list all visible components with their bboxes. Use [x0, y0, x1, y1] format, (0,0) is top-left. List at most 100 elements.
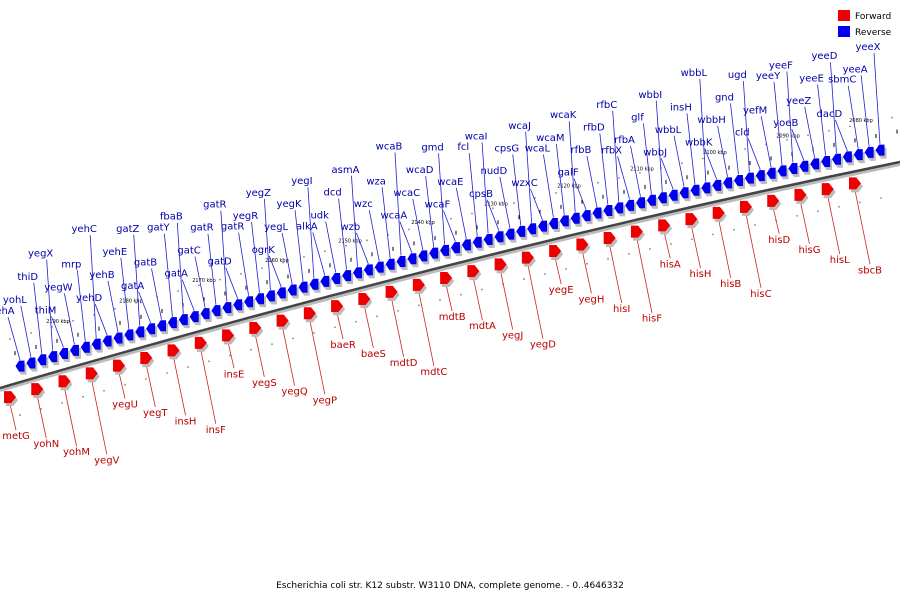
gene-mdtb-16 [440, 271, 455, 287]
leader-dacd [834, 119, 848, 152]
leader-wbbl [673, 135, 685, 187]
legend-label-forward: Forward [855, 12, 891, 22]
coord-dot [796, 214, 798, 217]
leader-yegz [263, 198, 271, 290]
leader-mrp [76, 270, 86, 342]
coord-dot [723, 152, 725, 155]
leader-yeha [7, 317, 21, 361]
gene-label-yegh: yegH [578, 295, 604, 306]
leader-wbbk [704, 148, 718, 180]
gene-label-wbbi: wbbI [638, 90, 662, 101]
gene-wcaf-40 [450, 242, 462, 257]
coord-dot [345, 244, 347, 247]
coord-dot [303, 255, 305, 258]
leader-gnd [730, 103, 739, 175]
gene-hisa-24 [658, 219, 673, 235]
gene-label-wcad: wcaD [406, 165, 434, 176]
gene-label-wbbh: wbbH [697, 115, 725, 126]
legend-label-reverse: Reverse [855, 28, 892, 38]
leader-yehe [120, 257, 130, 329]
leader-thim [51, 316, 64, 348]
coordinate-dots [9, 116, 898, 416]
gene-cpsb-44 [494, 231, 506, 246]
gene-label-yegq: yegQ [281, 387, 307, 398]
leader-mdtc [418, 291, 435, 366]
gene-gatz-11 [135, 326, 147, 341]
kbp-tick-label: 2100 kbp [703, 150, 727, 156]
gene-yeey-70 [777, 165, 789, 180]
gene-label-dacd: dacD [816, 109, 842, 120]
coord-dot [544, 273, 546, 275]
coord-dot [471, 212, 473, 215]
leader-wcai [481, 142, 489, 234]
reverse-strand-genes [15, 144, 887, 375]
gene-sbcb-31 [849, 177, 863, 193]
gene-label-gatr: gatR [221, 222, 244, 233]
gene-wcac-37 [418, 250, 430, 265]
coord-dot [324, 250, 326, 253]
leader-yeex [873, 53, 881, 145]
leader-yegq [282, 327, 295, 386]
leader-gata [181, 279, 195, 311]
coord-dot [439, 299, 441, 301]
gene-gata-16 [189, 311, 201, 326]
gene-label-wzb: wzb [340, 222, 360, 233]
gene-yegv-3 [85, 367, 100, 383]
leader-wbbj [660, 158, 674, 190]
coord-dot [597, 181, 599, 184]
gene-glf-58 [646, 194, 658, 209]
coord-dot [807, 134, 809, 137]
gene-label-alka: alkA [296, 221, 318, 232]
gene-label-wcae: wcaE [437, 177, 463, 188]
leader-yegj [500, 271, 514, 330]
gene-label-hisd: hisD [768, 235, 790, 246]
gene-yegd-19 [521, 251, 536, 267]
gene-label-cpsg: cpsG [494, 143, 519, 154]
gene-alka-28 [320, 275, 332, 290]
gene-label-yegx: yegX [28, 249, 53, 260]
gene-label-wzc: wzc [354, 199, 373, 210]
gene-label-hisb: hisB [720, 279, 741, 290]
coord-dot [681, 162, 683, 165]
gene-label-yegr: yegR [233, 211, 258, 222]
coord-dot [229, 354, 231, 357]
coord-dot [891, 116, 893, 119]
leader-yegh [582, 251, 592, 294]
gene-label-wcai: wcaI [465, 131, 488, 142]
coord-dot [838, 205, 840, 208]
gene-label-yegv: yegV [94, 455, 119, 466]
gene-cld-68 [755, 170, 767, 185]
gene-label-yehb: yehB [89, 270, 114, 281]
coord-dot [870, 121, 872, 123]
coord-dot [103, 389, 105, 392]
leader-yegi [307, 187, 315, 279]
leader-glf [642, 123, 652, 195]
kbp-tick-label: 2170 kbp [192, 278, 216, 284]
gene-label-yehe: yehE [102, 247, 127, 258]
coord-dot [691, 238, 693, 241]
leader-insf [200, 349, 217, 424]
gene-label-yegu: yegU [112, 400, 138, 411]
leader-cpsb [486, 199, 500, 231]
coord-dot [639, 172, 641, 174]
kbp-tick-label: 2160 kbp [265, 258, 289, 264]
kbp-ticks: 2190 kbp 2180 kbp 2170 kbp 2160 kbp 2150 kbp… [46, 118, 873, 325]
leader-cpsg [512, 154, 522, 226]
gene-cpsg-46 [516, 225, 528, 240]
coord-dot [429, 223, 431, 225]
leader-sbmc [847, 85, 859, 149]
gene-label-yeed: yeeD [811, 51, 837, 62]
leader-wcac [412, 198, 424, 250]
legend: Forward Reverse [838, 10, 892, 38]
leader-hisg [800, 201, 810, 245]
gene-label-thim: thiM [35, 306, 57, 317]
leader-inse [227, 342, 235, 369]
gene-wcaa-36 [407, 253, 419, 268]
leader-hisl [827, 195, 841, 255]
gene-wcal-49 [548, 217, 560, 232]
coord-dot [565, 267, 567, 270]
leader-gatd [225, 267, 239, 299]
axis-shadow [0, 162, 900, 392]
leader-insh [173, 357, 186, 416]
